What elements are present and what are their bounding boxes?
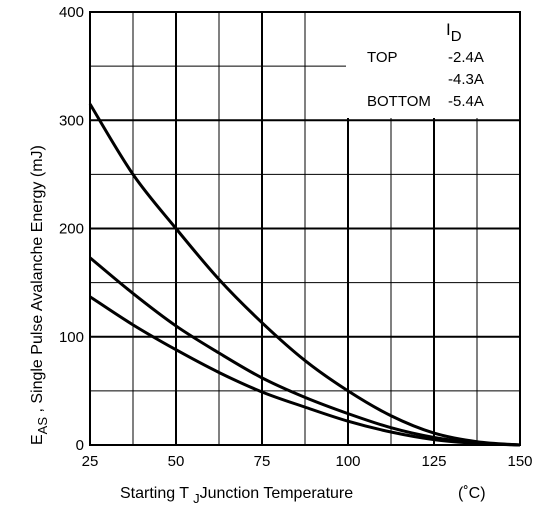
y-tick-label: 0 [76, 437, 84, 454]
y-axis-label: EAS , Single Pulse Avalanche Energy (mJ) [29, 145, 50, 445]
series-line-2 [89, 256, 521, 447]
legend-box [346, 13, 519, 118]
y-tick-label: 400 [59, 4, 84, 21]
legend-row-3-value: -5.4A [448, 93, 484, 110]
y-tick-label: 300 [59, 112, 84, 129]
legend-row-2-value: -4.3A [448, 71, 484, 88]
x-tick-label: 150 [507, 453, 532, 470]
legend-row-1-label: TOP [367, 49, 398, 66]
legend-header: ID [446, 20, 462, 45]
y-tick-label: 200 [59, 221, 84, 238]
x-tick-label: 50 [168, 453, 185, 470]
tick-labels: 25 50 75 100 125 150 0 100 200 300 400 [59, 4, 533, 470]
x-tick-label: 100 [335, 453, 360, 470]
y-tick-label: 100 [59, 329, 84, 346]
legend-row-1-value: -2.4A [448, 49, 484, 66]
series-line-1 [88, 103, 521, 447]
curves [88, 103, 521, 447]
x-axis-unit: (˚C) [458, 485, 486, 502]
series-line-3 [89, 295, 521, 447]
plot-frame [89, 11, 521, 446]
legend: ID TOP -2.4A -4.3A BOTTOM -5.4A [367, 20, 484, 110]
legend-row-3-label: BOTTOM [367, 93, 431, 110]
x-tick-label: 125 [421, 453, 446, 470]
x-tick-label: 25 [82, 453, 99, 470]
x-axis-label: Starting T JJunction Temperature [120, 485, 353, 506]
x-tick-label: 75 [254, 453, 271, 470]
